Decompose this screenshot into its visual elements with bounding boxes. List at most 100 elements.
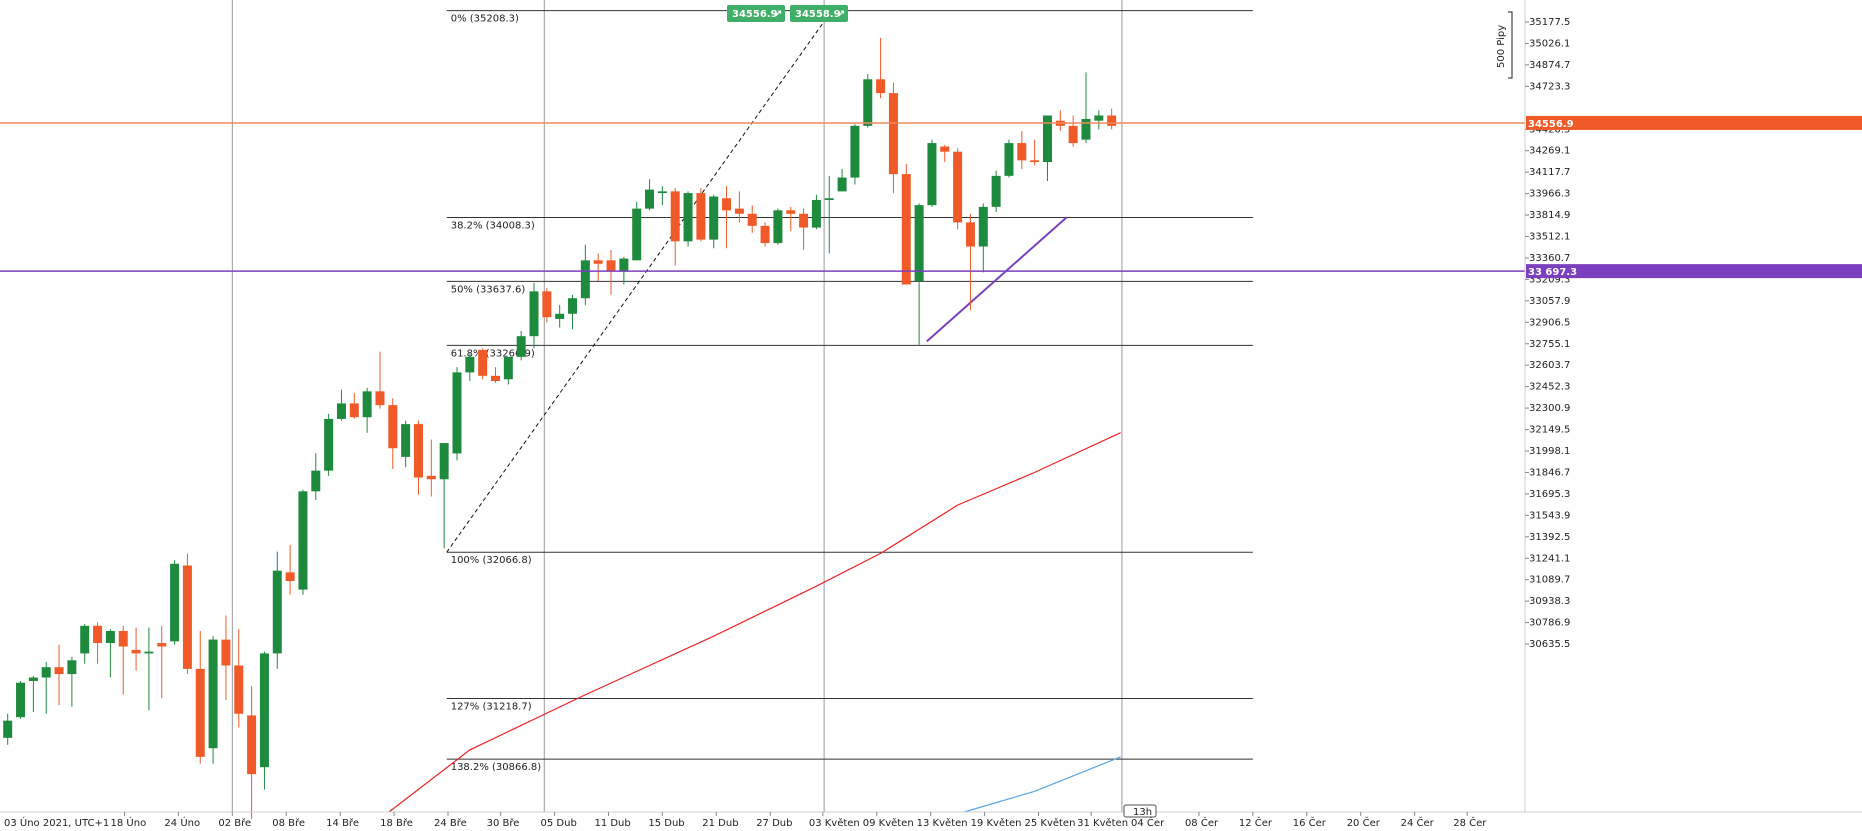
red-moving-average	[388, 432, 1121, 813]
bullish-candle	[144, 651, 154, 654]
bearish-candle	[965, 222, 975, 247]
top-price-pills[interactable]: 34556.9↗ 34558.9↗	[727, 5, 848, 22]
bullish-candle	[645, 189, 655, 209]
candles	[3, 37, 1117, 819]
price-tag	[1526, 115, 1862, 130]
bullish-candle	[632, 208, 642, 261]
arrow-icon: ↗	[837, 9, 845, 20]
price-tick-label: 32603.7	[1529, 360, 1570, 371]
time-tick-label: 15 Dub	[648, 818, 684, 829]
time-tick-label: 11 Dub	[594, 818, 630, 829]
bullish-candle	[80, 625, 90, 654]
bullish-candle	[927, 143, 937, 206]
bearish-candle	[375, 391, 385, 406]
bullish-candle	[336, 403, 346, 419]
bearish-candle	[490, 375, 500, 382]
bearish-candle	[388, 405, 398, 449]
price-tags: 34556.9 33 697.3	[1526, 115, 1862, 279]
bearish-candle	[593, 260, 603, 264]
time-tick-label: 05 Dub	[541, 818, 577, 829]
time-tick-label: 18 Bře	[380, 817, 413, 829]
bearish-candle	[54, 667, 64, 675]
time-tick-label: 09 Květen	[863, 817, 914, 829]
time-tick-label: 24 Čer	[1401, 816, 1435, 829]
bearish-candle	[1068, 125, 1078, 144]
bearish-candle	[670, 191, 680, 242]
price-tick-label: 30938.3	[1529, 596, 1570, 607]
bullish-candle	[3, 720, 13, 738]
price-tick-label: 31695.3	[1529, 489, 1570, 500]
bullish-candle	[1081, 118, 1091, 140]
time-tick-label: 24 Bře	[434, 817, 467, 829]
bullish-candle	[683, 193, 693, 242]
time-tick-label: 08 Bře	[272, 817, 305, 829]
bullish-candle	[978, 206, 988, 247]
pip-scale: 500 Pipy	[1496, 11, 1513, 79]
price-tag-label: 34556.9	[1528, 119, 1574, 130]
price-tick-label: 31241.1	[1529, 553, 1570, 564]
pip-scale-label: 500 Pipy	[1496, 25, 1507, 68]
bullish-candle	[28, 677, 38, 681]
bullish-candle	[170, 563, 180, 642]
bullish-candle	[555, 313, 565, 319]
bullish-candle	[824, 198, 834, 200]
bullish-candle	[272, 570, 282, 654]
price-tick-label: 31998.1	[1529, 446, 1570, 457]
time-tick-label: 16 Čer	[1293, 816, 1327, 829]
bearish-candle	[131, 649, 141, 654]
arrow-icon: ↗	[774, 9, 782, 20]
price-tick-label: 32149.5	[1529, 425, 1570, 436]
time-tick-label: 31 Květen	[1077, 817, 1128, 829]
bullish-candle	[452, 372, 462, 454]
price-tick-label: 32300.9	[1529, 403, 1570, 414]
bearish-candle	[606, 260, 616, 271]
fib-level-label: 100% (32066.8)	[451, 555, 532, 566]
bearish-candle	[696, 193, 706, 240]
bearish-candle	[1017, 143, 1027, 161]
timezone-label: 03 Úno 2021, UTC+1	[4, 816, 109, 829]
time-tick-label: 24 Úno	[164, 816, 200, 829]
horizontal-lines[interactable]	[0, 122, 1525, 272]
bearish-candle	[118, 630, 128, 647]
price-tick-label: 34269.1	[1529, 146, 1570, 157]
trend-lines[interactable]	[446, 10, 1068, 553]
price-tick-label: 31846.7	[1529, 467, 1570, 478]
price-tick-label: 34117.7	[1529, 167, 1570, 178]
price-tick-label: 33966.3	[1529, 189, 1570, 200]
price-axis[interactable]: 35177.535026.134874.734723.334420.534269…	[1524, 0, 1570, 812]
time-tick-label: 08 Čer	[1185, 816, 1219, 829]
bearish-candle	[1030, 160, 1040, 163]
price-tick-label: 33360.7	[1529, 253, 1570, 264]
price-tick-label: 32452.3	[1529, 382, 1570, 393]
time-tick-label: 14 Bře	[326, 817, 359, 829]
bearish-candle	[888, 93, 898, 175]
bullish-candle	[41, 667, 51, 678]
bullish-candle	[67, 660, 77, 675]
fib-level-label: 127% (31218.7)	[451, 701, 532, 712]
bearish-candle	[542, 291, 552, 318]
price-tick-label: 31089.7	[1529, 575, 1570, 586]
price-tick-label: 33512.1	[1529, 232, 1570, 243]
time-tick-label: 20 Čer	[1347, 816, 1381, 829]
bullish-candle	[16, 682, 26, 718]
price-tick-label: 35177.5	[1529, 17, 1570, 28]
time-tick-label: 04 Čer	[1131, 816, 1165, 829]
bullish-candle	[208, 639, 218, 749]
bearish-candle	[722, 198, 732, 211]
bullish-candle	[914, 205, 924, 282]
fib-level-label: 0% (35208.3)	[451, 14, 519, 25]
price-tick-label: 31543.9	[1529, 510, 1570, 521]
price-tick-label: 35026.1	[1529, 38, 1570, 49]
price-tick-label: 34723.3	[1529, 81, 1570, 92]
bullish-candle	[811, 199, 821, 228]
bottom-time-marker[interactable]: 13h	[1123, 804, 1157, 818]
time-axis[interactable]: 03 Úno 2021, UTC+1 18 Úno 24 Úno 02 Bře 08 …	[0, 811, 1862, 829]
fib-level-label: 38.2% (34008.3)	[451, 221, 535, 232]
bullish-candle	[709, 196, 719, 240]
bearish-candle	[195, 668, 205, 757]
purple-trend-line	[926, 216, 1068, 343]
price-tick-label: 33057.9	[1529, 296, 1570, 307]
bearish-candle	[734, 208, 744, 214]
